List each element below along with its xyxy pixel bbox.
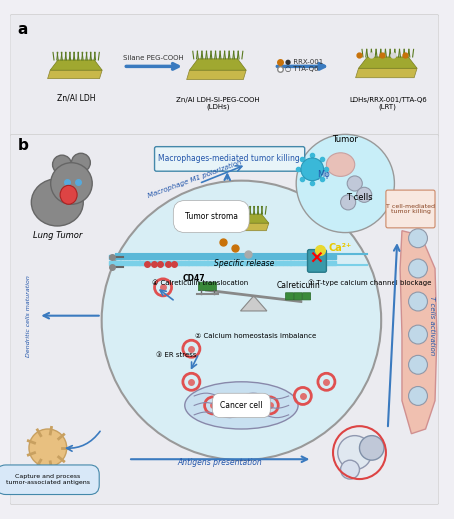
Circle shape — [51, 162, 92, 204]
FancyBboxPatch shape — [198, 282, 217, 291]
Text: b: b — [18, 138, 29, 153]
Text: Lung Tumor: Lung Tumor — [33, 231, 82, 240]
Text: Zn/Al LDH: Zn/Al LDH — [57, 94, 95, 103]
Circle shape — [409, 387, 428, 405]
Circle shape — [53, 155, 71, 174]
FancyBboxPatch shape — [386, 190, 435, 228]
Circle shape — [409, 259, 428, 278]
Circle shape — [409, 292, 428, 311]
Circle shape — [347, 176, 362, 191]
Text: Specific release: Specific release — [214, 259, 275, 268]
FancyBboxPatch shape — [154, 147, 305, 171]
Ellipse shape — [60, 185, 77, 204]
Text: Macrophage M1 polarization: Macrophage M1 polarization — [146, 159, 242, 199]
Text: ② Calcium homeostasis imbalance: ② Calcium homeostasis imbalance — [195, 334, 316, 339]
Text: T cells activation: T cells activation — [429, 295, 435, 355]
Circle shape — [409, 356, 428, 374]
Circle shape — [357, 187, 372, 202]
Circle shape — [301, 158, 324, 181]
Polygon shape — [217, 223, 269, 231]
Text: Tumor stroma: Tumor stroma — [185, 212, 238, 221]
Text: CD47: CD47 — [183, 274, 206, 283]
Polygon shape — [48, 70, 102, 79]
Text: ① T-type calcium channel blockage: ① T-type calcium channel blockage — [307, 279, 431, 286]
Circle shape — [409, 229, 428, 248]
Text: a: a — [18, 22, 28, 37]
Polygon shape — [189, 59, 246, 70]
Circle shape — [340, 460, 360, 479]
FancyBboxPatch shape — [286, 293, 294, 300]
Text: Tumor: Tumor — [332, 135, 358, 144]
FancyBboxPatch shape — [307, 250, 326, 272]
Circle shape — [340, 195, 355, 210]
Text: Zn/Al LDH-Si-PEG-COOH
(LDHs): Zn/Al LDH-Si-PEG-COOH (LDHs) — [176, 97, 260, 110]
Circle shape — [360, 435, 384, 460]
Ellipse shape — [31, 179, 83, 226]
Text: Silane PEG-COOH: Silane PEG-COOH — [123, 54, 184, 61]
Text: T cell-mediated
tumor killing: T cell-mediated tumor killing — [386, 203, 435, 214]
Text: Cancer cell: Cancer cell — [220, 401, 263, 410]
Text: Antigens presentation: Antigens presentation — [178, 458, 262, 467]
Text: T cells: T cells — [346, 193, 373, 202]
Circle shape — [409, 325, 428, 344]
Text: Macrophages-mediated tumor killing: Macrophages-mediated tumor killing — [158, 155, 300, 163]
Ellipse shape — [185, 382, 298, 429]
FancyBboxPatch shape — [302, 293, 311, 300]
Text: ● RRX-001: ● RRX-001 — [285, 59, 323, 65]
Polygon shape — [241, 296, 267, 311]
Circle shape — [338, 435, 372, 470]
Polygon shape — [359, 57, 417, 69]
Polygon shape — [50, 60, 102, 70]
Ellipse shape — [326, 153, 355, 176]
Text: Capture and process
tumor-associated antigens: Capture and process tumor-associated ant… — [6, 474, 90, 485]
FancyBboxPatch shape — [10, 15, 439, 138]
Text: Mφ: Mφ — [317, 170, 330, 179]
Text: ○ TTA-Q6: ○ TTA-Q6 — [285, 66, 318, 72]
Circle shape — [296, 134, 395, 233]
Text: Ca²⁺: Ca²⁺ — [328, 243, 351, 253]
Text: ③ ER stress: ③ ER stress — [157, 352, 197, 358]
Circle shape — [71, 153, 90, 172]
Polygon shape — [187, 70, 246, 79]
FancyBboxPatch shape — [10, 134, 439, 504]
Polygon shape — [220, 214, 269, 223]
Polygon shape — [355, 69, 417, 78]
Text: LDHs/RRX-001/TTA-Q6
(LRT): LDHs/RRX-001/TTA-Q6 (LRT) — [349, 97, 427, 110]
Text: Dendritic cells maturation: Dendritic cells maturation — [26, 275, 31, 357]
FancyBboxPatch shape — [294, 293, 302, 300]
Circle shape — [29, 429, 67, 467]
Text: Calreticulin: Calreticulin — [276, 281, 320, 290]
Circle shape — [102, 181, 381, 460]
Text: ④ Calreticulin translocation: ④ Calreticulin translocation — [152, 280, 248, 285]
Polygon shape — [400, 231, 437, 434]
